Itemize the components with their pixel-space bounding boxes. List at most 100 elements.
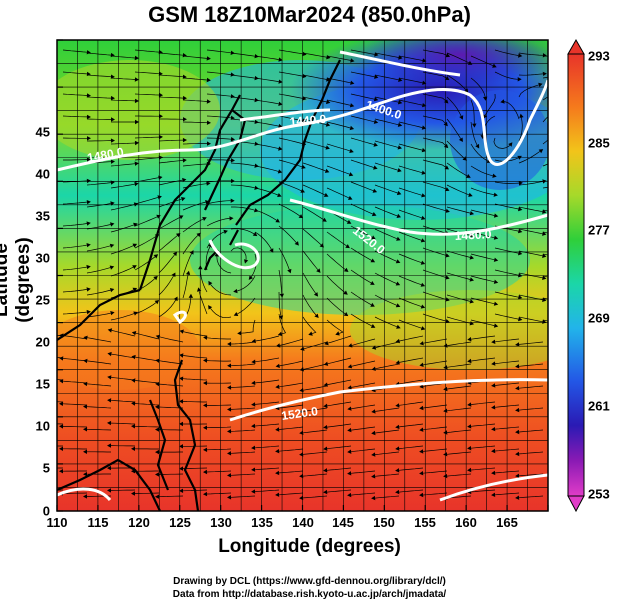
streamline [57,334,64,337]
streamline [519,495,544,499]
streamline-arrow [206,56,211,61]
streamline-arrow [278,57,283,62]
streamline-arrow [86,114,91,120]
streamline-arrow [154,300,160,305]
streamline [237,297,256,315]
streamline [484,93,496,116]
streamline-arrow [343,267,349,272]
streamline-arrow [445,253,450,258]
streamline-arrow [203,403,207,408]
streamline-arrow [467,467,472,473]
streamline [230,52,255,57]
streamline-arrow [491,361,496,366]
streamline [398,165,423,174]
streamline [158,52,183,56]
streamline-arrow [395,489,400,495]
streamline [278,203,300,217]
streamline-arrow [110,222,115,227]
streamline [350,49,375,55]
streamline-arrow [110,311,115,316]
streamline-arrow [395,360,400,365]
streamline [57,423,64,425]
streamline-arrow [349,103,355,108]
streamline-arrow [491,405,496,410]
colorbar-bottom-arrow [567,495,585,513]
streamline-arrow [83,404,88,409]
streamline [350,115,375,123]
streamline-arrow [134,98,139,104]
streamline [230,162,255,167]
streamline [327,401,352,407]
y-tick-label: 20 [35,334,50,350]
streamline-arrow [371,474,376,479]
streamline-arrow [86,221,91,226]
streamline [230,473,256,476]
streamline [326,297,346,315]
streamline-arrow [345,244,350,249]
streamline-arrow [420,304,426,309]
streamline-arrow [35,354,39,358]
streamline-arrow [469,277,474,282]
streamline-arrow [59,401,64,406]
streamline-arrow [254,141,259,146]
x-tick-label: 130 [210,515,232,530]
streamline [86,182,111,186]
streamline [135,356,160,362]
streamline-arrow [294,241,299,246]
x-tick-label: 140 [292,515,314,530]
streamline [230,184,255,189]
streamline [542,116,548,123]
streamline [326,253,346,270]
streamline [86,96,112,99]
streamline-arrow [275,492,280,497]
streamline-arrow [347,449,352,454]
streamline [398,209,422,219]
streamline-arrow [444,99,449,104]
x-tick-label: 160 [455,515,477,530]
streamline [206,49,231,54]
streamline-arrow [515,342,520,347]
streamline-arrow [244,259,249,264]
streamline [278,269,283,294]
streamline-arrow [443,408,448,413]
streamline [375,495,400,499]
streamline-arrow [443,386,448,392]
streamline-arrow [298,214,304,219]
streamline-arrow [110,201,115,206]
streamline-arrow [316,268,321,273]
streamline-arrow [373,165,378,170]
streamline-arrow [515,386,520,391]
streamline [471,335,496,340]
streamline [279,360,304,367]
streamline [110,163,135,167]
streamline-arrow [83,449,87,454]
streamline [350,225,373,238]
streamline-arrow [35,444,39,448]
credits-line-2: Data from http://database.rish.kyoto-u.a… [172,589,447,600]
streamline [542,96,548,101]
streamline-arrow [347,364,353,369]
streamline [254,165,279,172]
streamline-arrow [515,451,520,457]
streamline-arrow [107,488,111,493]
streamline [62,244,87,249]
streamline [62,426,88,428]
streamline [519,451,544,455]
streamline [278,247,290,270]
streamline [327,445,352,450]
streamline-arrow [371,409,376,414]
streamline-arrow [421,215,426,220]
streamline [470,77,486,97]
streamline-arrow [542,53,547,58]
streamline [255,357,280,363]
streamline [159,360,184,365]
streamline-arrow [133,222,138,227]
streamline [87,337,112,343]
colorbar-label: 293 [588,48,610,64]
streamline [422,137,446,146]
streamline [57,379,64,381]
streamline [326,275,345,293]
streamline-arrow [493,192,498,197]
streamline [86,245,111,252]
streamline [351,338,376,346]
